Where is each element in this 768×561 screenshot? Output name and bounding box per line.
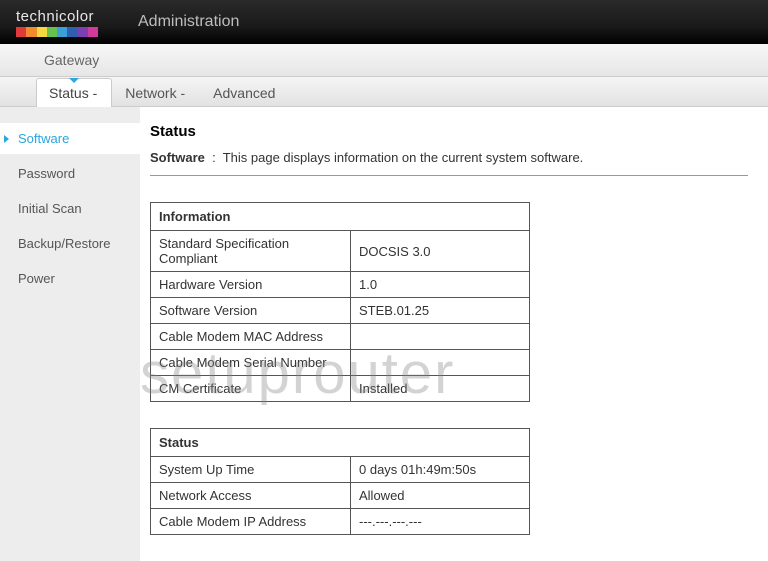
logo: technicolor <box>16 8 98 37</box>
page-title: Status <box>150 123 748 140</box>
stripe-segment <box>57 27 67 37</box>
info-table-information: InformationStandard Specification Compli… <box>150 202 530 402</box>
row-label: Cable Modem IP Address <box>151 509 351 535</box>
row-label: Network Access <box>151 483 351 509</box>
row-value: ---.---.---.--- <box>351 509 530 535</box>
stripe-segment <box>67 27 77 37</box>
row-label: System Up Time <box>151 457 351 483</box>
divider <box>150 175 748 176</box>
row-value <box>351 324 530 350</box>
table-row: Network AccessAllowed <box>151 483 530 509</box>
tabs-bar: Status -Network -Advanced <box>0 77 768 107</box>
sidebar-item-backup-restore[interactable]: Backup/Restore <box>0 228 140 259</box>
row-value: STEB.01.25 <box>351 298 530 324</box>
row-value: 0 days 01h:49m:50s <box>351 457 530 483</box>
brand-stripe <box>16 27 98 37</box>
table-row: Hardware Version1.0 <box>151 272 530 298</box>
table-row: Cable Modem IP Address---.---.---.--- <box>151 509 530 535</box>
row-label: Cable Modem Serial Number <box>151 350 351 376</box>
row-value <box>351 350 530 376</box>
table-row: CM CertificateInstalled <box>151 376 530 402</box>
table-heading: Information <box>151 203 530 231</box>
sidebar-item-initial-scan[interactable]: Initial Scan <box>0 193 140 224</box>
sidebar-item-password[interactable]: Password <box>0 158 140 189</box>
brand-name: technicolor <box>16 8 98 25</box>
main-content: Status Software : This page displays inf… <box>140 107 768 561</box>
stripe-segment <box>88 27 98 37</box>
header-title: Administration <box>138 13 239 31</box>
row-value: Installed <box>351 376 530 402</box>
page-desc-text: This page displays information on the cu… <box>223 150 584 165</box>
table-row: Cable Modem Serial Number <box>151 350 530 376</box>
top-bar: technicolor Administration <box>0 0 768 44</box>
tab-status[interactable]: Status - <box>36 78 112 107</box>
row-label: Hardware Version <box>151 272 351 298</box>
row-value: Allowed <box>351 483 530 509</box>
stripe-segment <box>26 27 36 37</box>
row-value: DOCSIS 3.0 <box>351 231 530 272</box>
table-row: Standard Specification CompliantDOCSIS 3… <box>151 231 530 272</box>
row-label: Standard Specification Compliant <box>151 231 351 272</box>
breadcrumb[interactable]: Gateway <box>0 44 768 77</box>
tables-container: InformationStandard Specification Compli… <box>150 202 748 535</box>
sidebar: Software Password Initial Scan Backup/Resto… <box>0 107 140 561</box>
page-desc-label: Software <box>150 150 205 165</box>
info-table-status: StatusSystem Up Time0 days 01h:49m:50sNe… <box>150 428 530 535</box>
stripe-segment <box>78 27 88 37</box>
row-label: Software Version <box>151 298 351 324</box>
row-value: 1.0 <box>351 272 530 298</box>
table-row: Cable Modem MAC Address <box>151 324 530 350</box>
page-description: Software : This page displays informatio… <box>150 150 748 165</box>
stripe-segment <box>16 27 26 37</box>
stripe-segment <box>37 27 47 37</box>
tab-advanced[interactable]: Advanced <box>200 78 290 107</box>
row-label: CM Certificate <box>151 376 351 402</box>
table-row: Software VersionSTEB.01.25 <box>151 298 530 324</box>
sidebar-item-software[interactable]: Software <box>0 123 140 154</box>
table-heading: Status <box>151 429 530 457</box>
stripe-segment <box>47 27 57 37</box>
table-row: System Up Time0 days 01h:49m:50s <box>151 457 530 483</box>
tab-network[interactable]: Network - <box>112 78 200 107</box>
row-label: Cable Modem MAC Address <box>151 324 351 350</box>
sidebar-item-power[interactable]: Power <box>0 263 140 294</box>
